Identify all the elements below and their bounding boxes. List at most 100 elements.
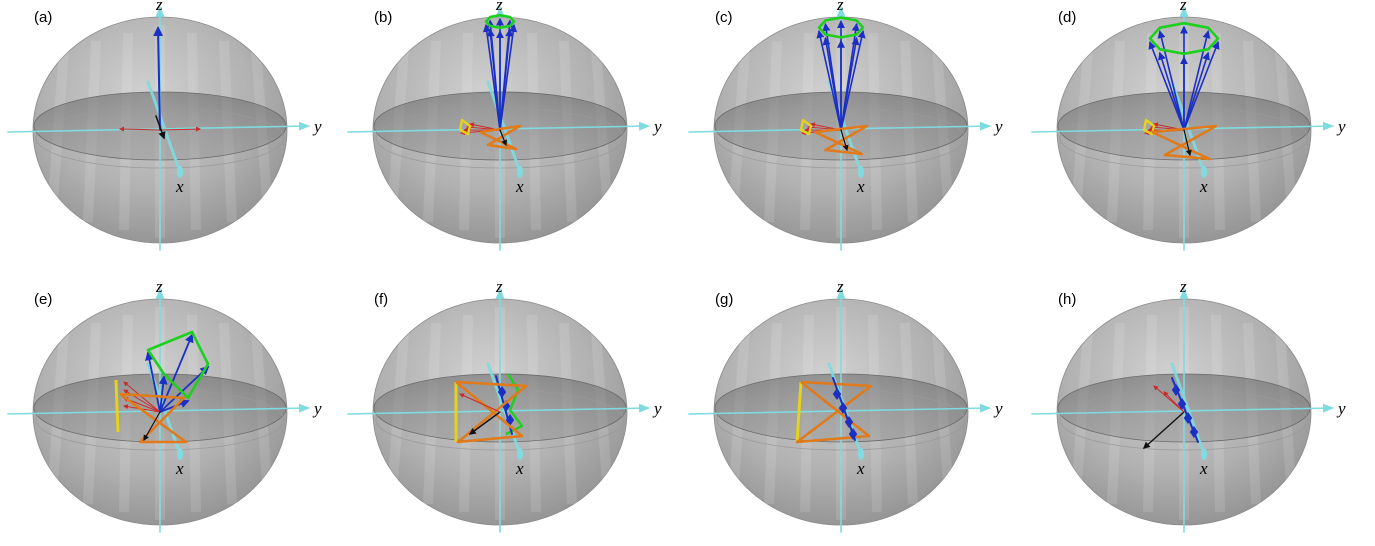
y-axis-label: y bbox=[652, 399, 662, 418]
spin-vector bbox=[159, 365, 210, 413]
black-vector bbox=[840, 129, 849, 152]
x-axis-label: x bbox=[175, 177, 184, 196]
x-axis-tip bbox=[177, 166, 183, 178]
x-axis-label: x bbox=[175, 459, 184, 478]
x-axis-tip bbox=[1201, 448, 1207, 460]
spin-marker bbox=[1171, 384, 1181, 396]
black-vector bbox=[1142, 411, 1185, 449]
spin-vector bbox=[1183, 41, 1220, 131]
spin-marker bbox=[838, 402, 848, 414]
panel-h: z y x (h) bbox=[1031, 277, 1346, 533]
black-vector bbox=[499, 129, 508, 147]
x-axis-tip bbox=[517, 448, 523, 460]
panel-label: (f) bbox=[374, 291, 388, 308]
spin-vector bbox=[1148, 41, 1185, 131]
green-trace bbox=[1148, 21, 1220, 56]
panel-b: z y x (b) bbox=[347, 0, 662, 251]
panel-label: (c) bbox=[715, 9, 733, 26]
z-axis-label: z bbox=[836, 0, 844, 14]
x-axis bbox=[486, 80, 522, 174]
x-axis-tip bbox=[1201, 166, 1207, 178]
panel-d: z y x (d) bbox=[1031, 0, 1346, 251]
y-axis-label: y bbox=[993, 399, 1003, 418]
spin-marker bbox=[1177, 398, 1187, 410]
spin-vector bbox=[153, 26, 164, 131]
panel-a: z y x (a) bbox=[7, 0, 322, 251]
red-vector bbox=[1163, 391, 1185, 413]
spin-vector bbox=[822, 22, 842, 131]
panel-f: z y x (f) bbox=[347, 277, 662, 533]
y-axis-label: y bbox=[993, 117, 1003, 136]
x-axis-tip bbox=[858, 448, 864, 460]
y-axis-label: y bbox=[1336, 399, 1346, 418]
y-axis-label: y bbox=[312, 399, 322, 418]
spin-vector bbox=[159, 333, 194, 413]
panel-e: z y x (e) bbox=[7, 277, 322, 533]
x-axis-label: x bbox=[1199, 459, 1208, 478]
x-axis bbox=[1170, 362, 1206, 456]
z-axis-label: z bbox=[1179, 0, 1187, 14]
x-axis-tip bbox=[858, 166, 864, 178]
y-axis-label: y bbox=[1336, 117, 1346, 136]
panel-label: (a) bbox=[34, 9, 52, 26]
panel-label: (g) bbox=[715, 291, 733, 308]
spin-vector bbox=[1183, 51, 1210, 131]
y-axis-label: y bbox=[652, 117, 662, 136]
panel-label: (e) bbox=[34, 291, 52, 308]
x-axis-tip bbox=[517, 166, 523, 178]
yellow-trace bbox=[1142, 118, 1156, 136]
z-axis-label: z bbox=[495, 0, 503, 14]
x-axis-label: x bbox=[515, 177, 524, 196]
z-axis-label: z bbox=[155, 277, 163, 296]
spin-marker bbox=[497, 386, 507, 398]
x-axis-tip bbox=[177, 448, 183, 460]
spin-marker bbox=[1189, 426, 1199, 438]
red-vector bbox=[119, 126, 161, 132]
y-axis bbox=[1031, 403, 1335, 415]
x-axis-label: x bbox=[1199, 177, 1208, 196]
orange-trace bbox=[119, 392, 188, 444]
panel-label: (h) bbox=[1058, 291, 1076, 308]
black-vector bbox=[1183, 129, 1192, 157]
y-axis bbox=[7, 121, 311, 133]
spin-vector bbox=[1183, 30, 1211, 131]
yellow-trace bbox=[799, 118, 813, 136]
spin-vector bbox=[840, 22, 860, 131]
spin-vector bbox=[158, 375, 168, 413]
black-vector bbox=[155, 115, 166, 140]
z-axis-label: z bbox=[1179, 277, 1187, 296]
orange-trace bbox=[455, 380, 528, 444]
spin-vector bbox=[499, 19, 514, 131]
black-vector bbox=[468, 411, 501, 435]
yellow-trace bbox=[795, 381, 803, 443]
spin-vector bbox=[486, 19, 501, 131]
spin-vector bbox=[1158, 51, 1185, 131]
panel-c: z y x (c) bbox=[688, 0, 1003, 251]
green-trace bbox=[817, 16, 865, 39]
spin-vector bbox=[816, 29, 842, 131]
x-axis-label: x bbox=[515, 459, 524, 478]
panel-g: z y x (g) bbox=[688, 277, 1003, 533]
spin-marker bbox=[844, 416, 854, 428]
x-axis-label: x bbox=[856, 459, 865, 478]
spin-vector bbox=[145, 351, 161, 413]
y-axis-label: y bbox=[312, 117, 322, 136]
red-vector bbox=[459, 393, 501, 413]
spin-marker bbox=[832, 388, 842, 400]
yellow-trace bbox=[114, 379, 120, 433]
spin-vector bbox=[840, 29, 866, 131]
spin-marker bbox=[1183, 412, 1193, 424]
black-vector bbox=[143, 411, 161, 442]
x-axis bbox=[146, 80, 182, 174]
z-axis-label: z bbox=[495, 277, 503, 296]
spin-vector bbox=[1157, 30, 1185, 131]
spin-marker bbox=[848, 428, 858, 440]
panel-label: (b) bbox=[374, 9, 392, 26]
yellow-trace bbox=[458, 118, 472, 136]
red-vector bbox=[159, 126, 201, 132]
green-trace bbox=[146, 330, 210, 400]
z-axis-label: z bbox=[155, 0, 163, 14]
red-vector bbox=[123, 381, 161, 413]
z-axis-label: z bbox=[836, 277, 844, 296]
